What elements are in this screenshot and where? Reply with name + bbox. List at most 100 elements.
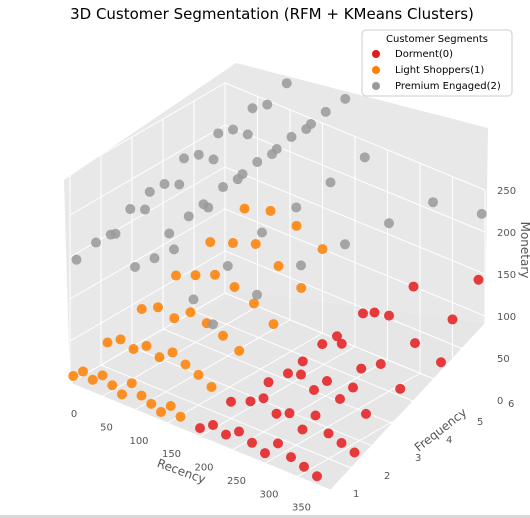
data-point-series-0 (384, 310, 394, 321)
data-point-series-0 (258, 393, 269, 404)
data-point-series-2 (296, 260, 306, 271)
data-point-series-0 (322, 376, 332, 387)
data-point-series-0 (234, 426, 244, 437)
data-point-series-2 (281, 78, 292, 89)
data-point-series-2 (203, 202, 214, 213)
tick-label-recency: 250 (227, 476, 246, 487)
data-point-series-1 (171, 270, 181, 281)
data-point-series-1 (273, 260, 284, 271)
tick-label-monetary: 50 (497, 354, 510, 365)
data-point-series-1 (239, 203, 250, 214)
data-points (68, 78, 487, 482)
data-point-series-2 (140, 204, 150, 215)
data-point-series-1 (229, 282, 240, 293)
data-point-series-1 (68, 370, 79, 381)
data-point-series-0 (349, 447, 360, 458)
data-point-series-2 (340, 93, 351, 104)
gridline-recency (329, 399, 486, 491)
data-point-series-2 (222, 260, 233, 271)
data-point-series-2 (144, 186, 155, 197)
data-point-series-0 (336, 437, 347, 448)
data-point-series-0 (361, 408, 371, 419)
data-point-series-1 (167, 347, 178, 358)
data-point-series-2 (384, 218, 394, 229)
data-point-series-2 (179, 153, 189, 164)
data-point-series-1 (190, 270, 201, 281)
data-point-series-1 (136, 304, 147, 315)
gridline-frequency (193, 310, 455, 419)
data-point-series-2 (252, 289, 262, 300)
data-point-series-2 (193, 149, 204, 160)
gridline-recency (297, 386, 453, 478)
data-point-series-0 (323, 428, 334, 439)
data-point-series-2 (169, 244, 179, 255)
data-point-series-2 (286, 131, 297, 142)
tick-labels: 0501001502002503003504001234560501001502… (71, 186, 516, 518)
data-point-series-2 (208, 319, 218, 330)
data-point-series-2 (130, 261, 140, 272)
gridline-recency (199, 346, 356, 437)
data-point-series-1 (249, 298, 259, 309)
data-point-series-2 (218, 182, 228, 193)
data-point-series-0 (348, 382, 358, 393)
data-point-series-2 (325, 177, 336, 188)
data-point-series-1 (228, 238, 238, 249)
legend: Customer Segments Dorment(0) Light Shopp… (361, 29, 513, 97)
data-point-series-0 (447, 314, 458, 325)
data-point-series-2 (257, 227, 267, 238)
data-point-series-0 (332, 331, 342, 342)
data-point-series-2 (476, 208, 487, 219)
tick-label-frequency: 3 (415, 453, 421, 464)
data-point-series-0 (273, 438, 283, 449)
data-point-series-0 (410, 338, 420, 349)
back-pane (64, 63, 488, 383)
data-point-series-0 (286, 452, 296, 463)
data-point-series-1 (102, 337, 113, 348)
data-point-series-0 (317, 339, 328, 350)
data-point-series-2 (237, 169, 248, 180)
data-point-series-2 (183, 211, 194, 222)
legend-box (361, 29, 513, 97)
data-point-series-0 (271, 408, 282, 419)
data-point-series-2 (428, 197, 438, 208)
gridline-recency (167, 332, 323, 424)
gridline-monetary-left (69, 208, 226, 300)
data-point-series-2 (306, 118, 316, 129)
gridline-monetary-left (69, 292, 226, 384)
data-point-series-1 (115, 334, 126, 345)
tick-label-recency: 150 (162, 449, 181, 460)
chart-title: 3D Customer Segmentation (RFM + KMeans C… (70, 5, 474, 23)
legend-marker-light-shoppers (372, 66, 380, 74)
data-point-series-1 (128, 343, 139, 354)
data-point-series-1 (141, 340, 152, 351)
floor-pane (70, 290, 485, 490)
legend-label-premium-engaged: Premium Engaged(2) (395, 81, 501, 92)
data-point-series-1 (268, 319, 279, 330)
data-point-series-0 (284, 408, 295, 419)
gridline-frequency (162, 328, 424, 437)
legend-marker-premium-engaged (372, 82, 380, 90)
data-point-series-0 (436, 357, 446, 368)
legend-title: Customer Segments (386, 34, 488, 45)
data-point-series-0 (263, 377, 274, 388)
tick-label-monetary: 150 (497, 270, 516, 281)
tick-label-recency: 200 (194, 463, 213, 474)
data-point-series-2 (164, 228, 175, 239)
data-point-series-2 (110, 228, 121, 239)
data-point-series-0 (297, 356, 308, 367)
data-point-series-1 (87, 374, 98, 385)
data-point-series-2 (125, 204, 136, 215)
data-point-series-1 (265, 205, 276, 216)
data-point-series-1 (193, 369, 204, 380)
data-point-series-2 (262, 99, 273, 110)
data-point-series-2 (247, 103, 258, 114)
data-point-series-0 (312, 471, 322, 482)
legend-label-dorment: Dorment(0) (395, 49, 453, 60)
data-point-series-0 (260, 448, 270, 459)
data-point-series-1 (97, 370, 108, 381)
data-point-series-0 (335, 394, 345, 404)
data-point-series-1 (146, 398, 157, 409)
gridline-recency (134, 319, 291, 411)
data-point-series-1 (296, 282, 307, 293)
